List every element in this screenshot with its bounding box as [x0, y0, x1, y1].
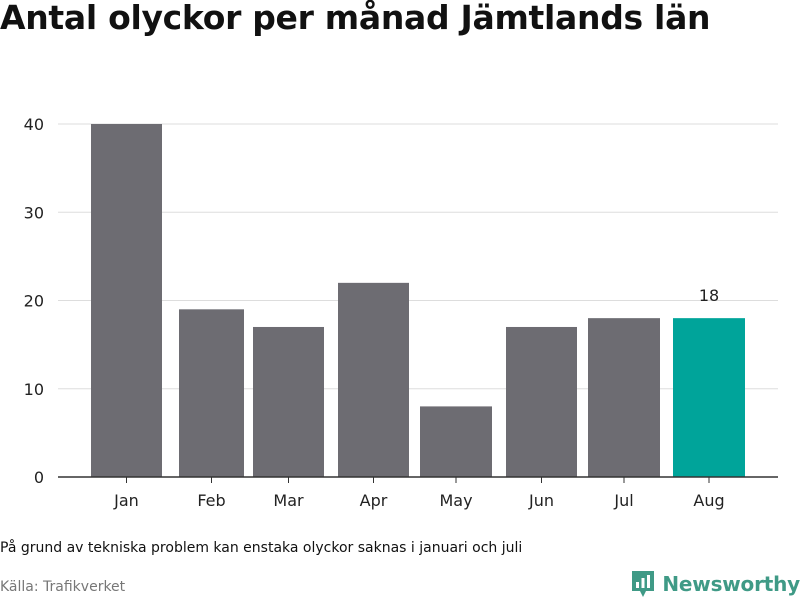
y-tick-label: 30 — [24, 203, 44, 222]
x-tick-label: May — [439, 491, 472, 510]
data-label: 18 — [699, 286, 719, 305]
x-tick-label: Jul — [613, 491, 633, 510]
footnote: På grund av tekniska problem kan enstaka… — [0, 540, 523, 556]
source-credit: Källa: Trafikverket — [0, 579, 126, 595]
bar-jul[interactable] — [588, 318, 660, 477]
brand-logo[interactable]: Newsworthy — [630, 569, 800, 599]
brand-name: Newsworthy — [662, 572, 800, 596]
bar-mar[interactable] — [253, 326, 324, 477]
x-tick-label: Jun — [528, 491, 554, 510]
y-axis-ticks: 0 10 20 30 40 — [24, 115, 44, 487]
gridlines — [58, 123, 778, 390]
bar-feb[interactable] — [179, 309, 244, 477]
y-tick-label: 0 — [34, 468, 44, 487]
data-labels: 18 — [699, 286, 719, 305]
x-tick-label: Jan — [113, 491, 139, 510]
y-tick-label: 40 — [24, 115, 44, 134]
x-tick-label: Mar — [273, 491, 304, 510]
x-tick-label: Apr — [360, 491, 388, 510]
chart-title: Antal olyckor per månad Jämtlands län — [0, 0, 711, 37]
bar-chart: 0 10 20 30 40 Jan Feb Mar Apr May Jun Jul Aug 18 — [24, 115, 778, 510]
newsworthy-logo-icon — [632, 571, 655, 597]
y-tick-label: 10 — [24, 380, 44, 399]
bar-may[interactable] — [420, 406, 492, 477]
bar-aug[interactable] — [673, 318, 745, 477]
y-tick-label: 20 — [24, 292, 44, 311]
x-tick-label: Feb — [197, 491, 225, 510]
bars — [91, 124, 745, 477]
x-tick-label: Aug — [693, 491, 724, 510]
bar-apr[interactable] — [338, 282, 409, 477]
bar-jun[interactable] — [506, 326, 577, 477]
x-axis-ticks: Jan Feb Mar Apr May Jun Jul Aug — [113, 477, 725, 510]
bar-jan[interactable] — [91, 124, 162, 477]
